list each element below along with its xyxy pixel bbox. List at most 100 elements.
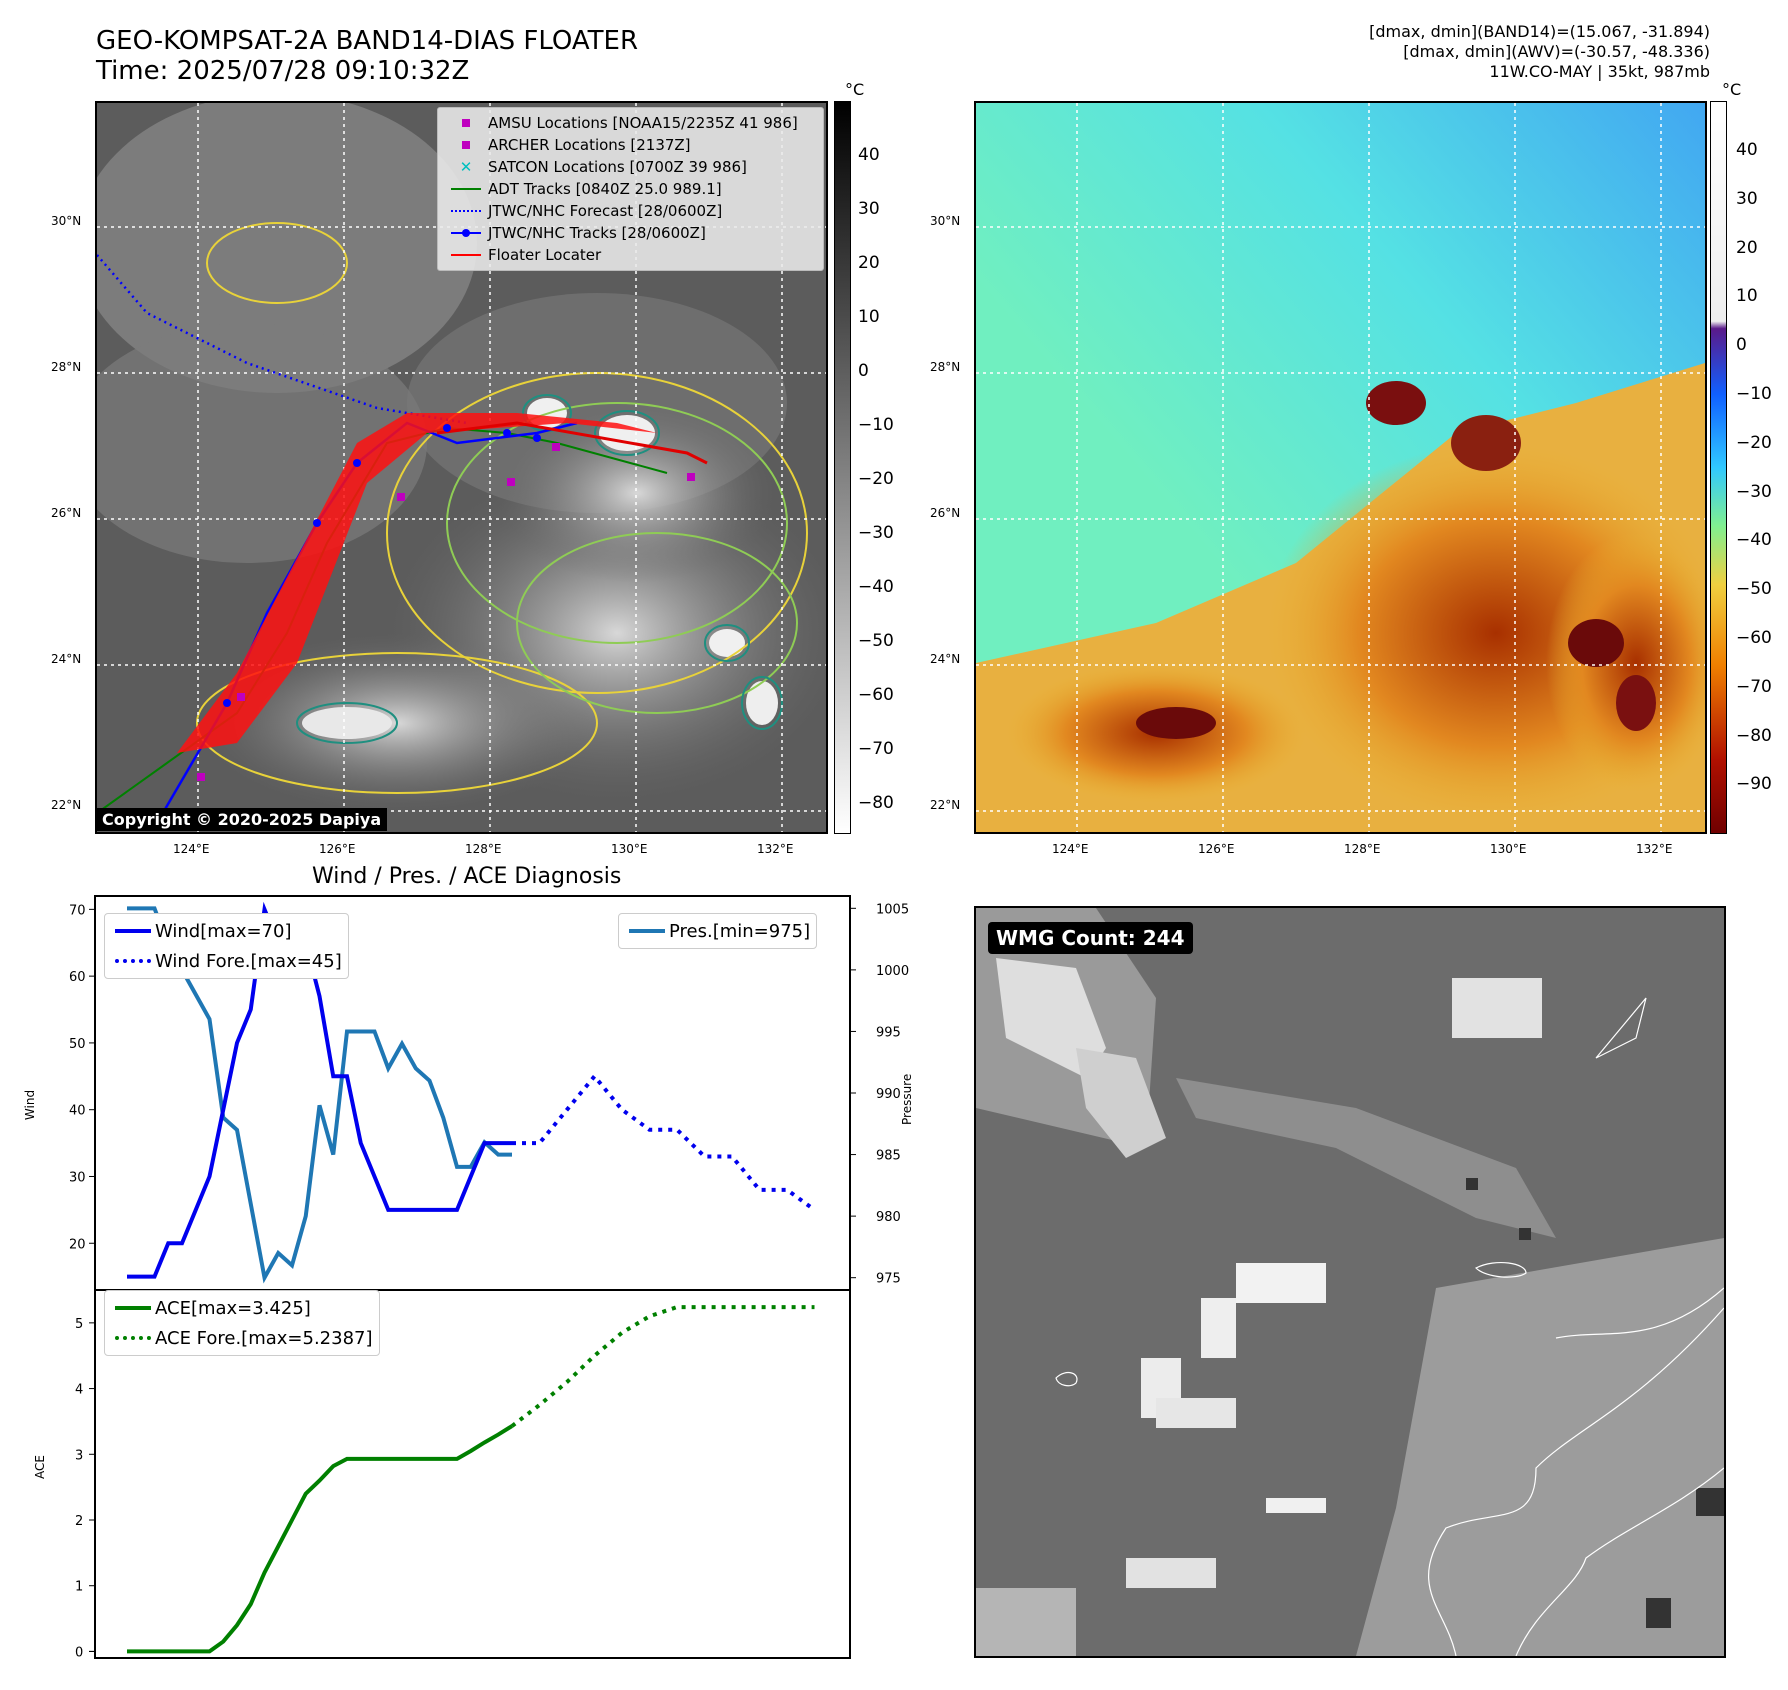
legend-pressure: Pres.[min=975]: [619, 916, 810, 946]
cbar-tick-label: −70: [1736, 676, 1772, 697]
cbar-tick-label: 10: [1736, 286, 1758, 307]
pressure-ytick-label: 1000: [876, 964, 909, 979]
lat-tick-label: 30°N: [51, 214, 82, 228]
cbar-tick-label: −50: [858, 631, 894, 651]
cbar-tick-label: −20: [1736, 432, 1772, 453]
cbar-tick-label: 0: [858, 361, 869, 381]
copyright-label: Copyright © 2020-2025 Dapiya: [96, 808, 388, 831]
ace-legend: ACE[max=3.425] ACE Fore.[max=5.2387]: [104, 1290, 380, 1356]
cbar-tick-label: 20: [858, 253, 880, 273]
wind-ytick-label: 20: [69, 1237, 86, 1252]
cbar-tick-label: 30: [1736, 188, 1758, 209]
ace-series-line: [127, 1424, 514, 1654]
pressure-ytick-label: 975: [876, 1272, 901, 1287]
lat-tick-label: 22°N: [51, 798, 82, 812]
x-mark-icon: ✕: [459, 158, 473, 176]
ace-ytick-label: 5: [75, 1317, 83, 1332]
ace-ytick-label: 2: [75, 1514, 83, 1529]
cbar-tick-label: −30: [1736, 481, 1772, 502]
lat-tick-label: 24°N: [51, 652, 82, 666]
cbar-tick-label: −10: [858, 415, 894, 435]
lat-tick-label: 26°N: [51, 506, 82, 520]
time-label: Time: 2025/07/28 09:10:32Z: [96, 56, 470, 86]
wind-ytick-label: 60: [69, 970, 86, 985]
pressure-ytick-label: 1005: [876, 902, 909, 917]
legend-wind: Wind[max=70]: [105, 916, 342, 946]
ace-forecast-series-line: [510, 1305, 815, 1428]
awv-map: [976, 103, 1705, 832]
cbar-tick-label: −60: [858, 685, 894, 705]
legend-amsu: AMSU Locations [NOAA15/2235Z 41 986]: [438, 112, 823, 134]
wind-forecast-series-line: [512, 1073, 816, 1212]
diagnosis-title: Wind / Pres. / ACE Diagnosis: [312, 864, 622, 889]
awv-colorbar: [1710, 101, 1727, 834]
lon-tick-label: 132°E: [1636, 842, 1673, 856]
pressure-ytick-label: 985: [876, 1149, 901, 1164]
cbar-tick-label: 40: [1736, 140, 1758, 160]
info-block: [dmax, dmin](BAND14)=(15.067, -31.894) […: [1369, 22, 1710, 82]
awv-map-panel: [974, 101, 1707, 834]
legend-archer: ARCHER Locations [2137Z]: [438, 134, 823, 156]
wind-series-line: [127, 901, 512, 1279]
map-legend: AMSU Locations [NOAA15/2235Z 41 986] ARC…: [437, 107, 824, 271]
cbar-tick-label: −50: [1736, 579, 1772, 600]
pressure-ytick-label: 995: [876, 1025, 901, 1040]
wind-ylabel: Wind: [23, 1089, 38, 1121]
pressure-series-line: [127, 906, 512, 1284]
wmg-image: [976, 908, 1724, 1656]
legend-ace-forecast: ACE Fore.[max=5.2387]: [105, 1323, 373, 1353]
lat-tick-label: 28°N: [51, 360, 82, 374]
line-icon: [625, 929, 669, 933]
lat-tick-label: 30°N: [930, 214, 961, 228]
cbar-tick-label: −80: [858, 793, 894, 813]
lon-tick-label: 126°E: [1198, 842, 1235, 856]
ace-ytick-label: 4: [75, 1383, 83, 1398]
lon-tick-label: 126°E: [319, 842, 356, 856]
cbar-tick-label: −80: [1736, 725, 1772, 746]
lat-tick-label: 26°N: [930, 506, 961, 520]
legend-wind-forecast: Wind Fore.[max=45]: [105, 946, 342, 976]
line-icon: [444, 254, 488, 256]
legend-adt: ADT Tracks [0840Z 25.0 989.1]: [438, 178, 823, 200]
cbar-tick-label: −40: [1736, 530, 1772, 551]
pressure-legend: Pres.[min=975]: [618, 913, 818, 949]
square-icon: [444, 119, 488, 127]
figure-title: GEO-KOMPSAT-2A BAND14-DIAS FLOATER Time:…: [96, 26, 638, 86]
wind-ytick-label: 70: [69, 903, 86, 918]
legend-jtwc-tracks: JTWC/NHC Tracks [28/0600Z]: [438, 222, 823, 244]
pressure-ytick-label: 980: [876, 1210, 901, 1225]
dotted-line-icon: [444, 210, 488, 212]
lat-tick-label: 24°N: [930, 652, 961, 666]
cbar-tick-label: 30: [858, 199, 880, 219]
square-icon: [444, 141, 488, 149]
ace-ylabel: ACE: [32, 1455, 47, 1479]
cbar-tick-label: −10: [1736, 384, 1772, 404]
storm-info: 11W.CO-MAY | 35kt, 987mb: [1489, 62, 1710, 81]
cbar-tick-label: 0: [1736, 335, 1747, 356]
lon-tick-label: 130°E: [611, 842, 648, 856]
legend-satcon: ✕ SATCON Locations [0700Z 39 986]: [438, 156, 823, 178]
cbar-tick-label: −70: [858, 739, 894, 759]
lat-tick-label: 28°N: [930, 360, 961, 374]
lon-tick-label: 130°E: [1490, 842, 1527, 856]
ace-ytick-label: 3: [75, 1448, 83, 1463]
line-dot-icon: [444, 229, 488, 237]
lon-tick-label: 128°E: [1344, 842, 1381, 856]
satellite-title: GEO-KOMPSAT-2A BAND14-DIAS FLOATER: [96, 26, 639, 56]
wind-ytick-label: 40: [69, 1104, 86, 1119]
ace-plot-frame: [94, 1289, 851, 1659]
wmg-panel: [974, 906, 1726, 1658]
awv-range: [dmax, dmin](AWV)=(-30.57, -48.336): [1403, 42, 1710, 61]
cbar-tick-label: −60: [1736, 628, 1772, 648]
cbar-tick-label: −30: [858, 523, 894, 543]
wind-legend: Wind[max=70] Wind Fore.[max=45]: [104, 913, 349, 979]
cbar-tick-label: 20: [1736, 237, 1758, 258]
ace-ytick-label: 1: [75, 1580, 83, 1595]
dotted-line-icon: [111, 959, 155, 963]
ir-map: [97, 103, 826, 832]
band14-range: [dmax, dmin](BAND14)=(15.067, -31.894): [1369, 22, 1710, 41]
pressure-ytick-label: 990: [876, 1087, 901, 1102]
legend-ace: ACE[max=3.425]: [105, 1293, 373, 1323]
cbar-tick-label: −90: [1736, 774, 1772, 795]
pressure-ylabel: Pressure: [900, 1073, 914, 1125]
